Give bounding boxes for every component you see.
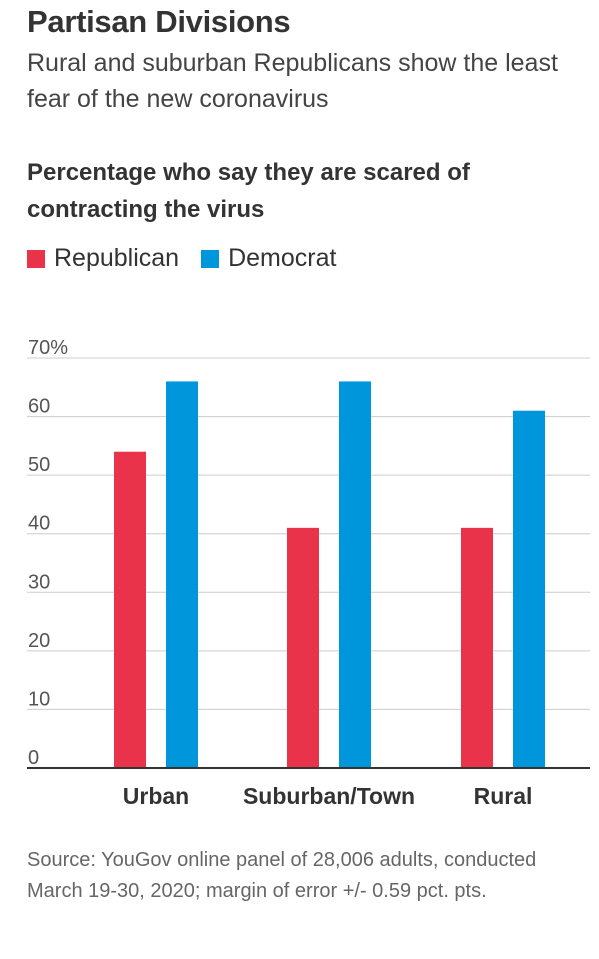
y-tick-label: 20	[28, 630, 50, 652]
x-category-label: Urban	[123, 783, 189, 809]
legend-item-republican: Republican	[27, 244, 179, 273]
source-note: Source: YouGov online panel of 28,006 ad…	[27, 849, 537, 902]
chart-heading: Percentage who say they are scared of co…	[27, 159, 470, 223]
bar-democrat-urban	[166, 381, 198, 768]
y-tick-label: 30	[28, 571, 50, 593]
x-category-label: Rural	[474, 783, 533, 809]
y-tick-label: 0	[28, 747, 39, 769]
y-tick-label: 40	[28, 513, 50, 535]
legend: Republican Democrat	[27, 244, 358, 273]
bar-republican-suburban-town	[287, 527, 319, 768]
bar-chart: 0 10 20 30 40 50 60 70% Urban Suburban/Town Rural	[27, 337, 590, 809]
y-tick-label: 50	[28, 454, 50, 476]
y-tick-label: 60	[28, 396, 50, 418]
legend-swatch-republican	[27, 249, 45, 268]
legend-item-democrat: Democrat	[201, 244, 336, 273]
bar-democrat-suburban-town	[339, 381, 371, 768]
bar-democrat-rural	[513, 410, 545, 768]
bar-republican-urban	[114, 451, 146, 768]
legend-swatch-democrat	[201, 249, 220, 268]
y-tick-label: 10	[28, 688, 50, 710]
chart-subtitle: Rural and suburban Republicans show the …	[27, 49, 558, 113]
x-category-label: Suburban/Town	[243, 783, 415, 809]
legend-label-democrat: Democrat	[228, 244, 337, 272]
chart-title: Partisan Divisions	[27, 4, 291, 39]
bar-republican-rural	[461, 527, 493, 768]
y-tick-label: 70%	[28, 337, 68, 359]
legend-label-republican: Republican	[54, 244, 180, 272]
